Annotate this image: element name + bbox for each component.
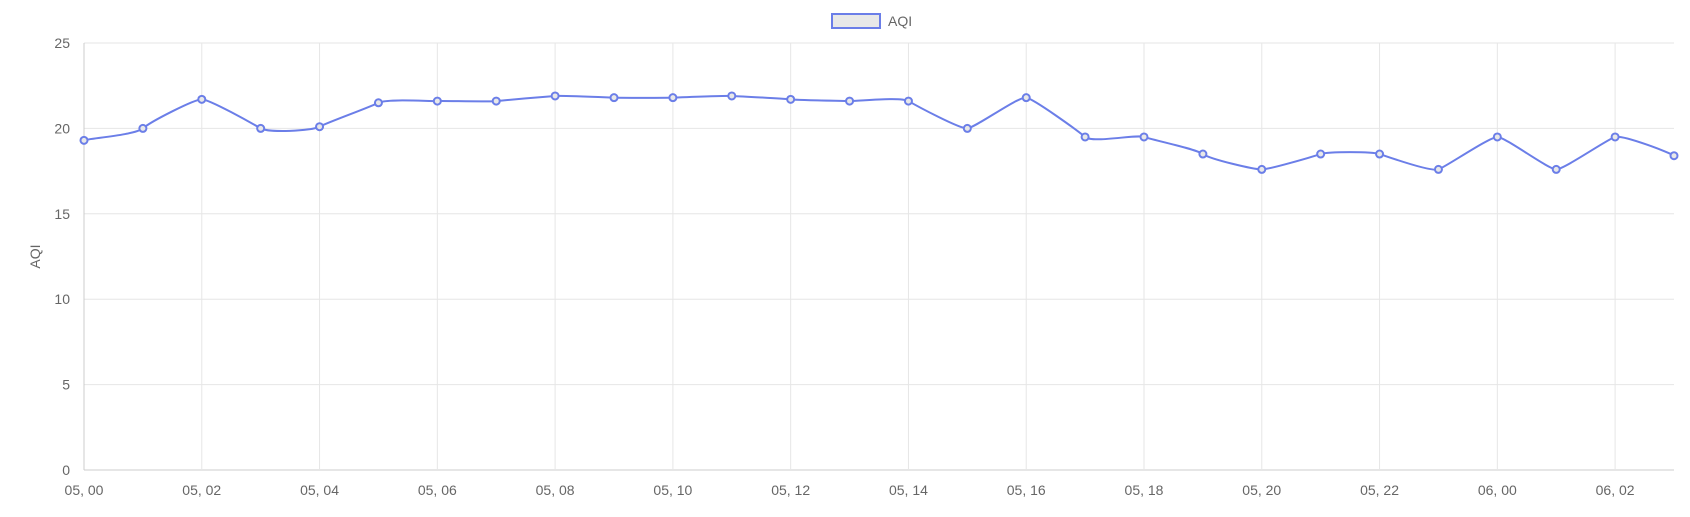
data-point bbox=[491, 96, 501, 106]
x-tick-label: 05, 06 bbox=[418, 482, 457, 498]
x-tick-label: 05, 20 bbox=[1242, 482, 1281, 498]
y-tick-label: 0 bbox=[62, 462, 70, 478]
legend-swatch-aqi[interactable] bbox=[831, 13, 881, 29]
data-point bbox=[1198, 149, 1208, 159]
x-tick-label: 05, 08 bbox=[536, 482, 575, 498]
series bbox=[79, 91, 1679, 174]
data-point bbox=[786, 94, 796, 104]
data-point bbox=[727, 91, 737, 101]
data-point bbox=[1669, 151, 1679, 161]
x-tick-label: 05, 16 bbox=[1007, 482, 1046, 498]
y-tick-label: 20 bbox=[54, 120, 70, 136]
x-tick-label: 05, 14 bbox=[889, 482, 928, 498]
x-tick-label: 05, 10 bbox=[653, 482, 692, 498]
y-tick-label: 25 bbox=[54, 35, 70, 51]
data-point bbox=[1433, 164, 1443, 174]
x-tick-label: 06, 02 bbox=[1596, 482, 1635, 498]
data-point bbox=[845, 96, 855, 106]
data-point bbox=[315, 122, 325, 132]
data-point bbox=[138, 123, 148, 133]
legend[interactable]: AQI bbox=[831, 13, 912, 29]
data-point bbox=[550, 91, 560, 101]
data-point bbox=[432, 96, 442, 106]
data-point bbox=[1316, 149, 1326, 159]
data-point bbox=[609, 93, 619, 103]
x-tick-label: 06, 00 bbox=[1478, 482, 1517, 498]
data-point bbox=[373, 98, 383, 108]
data-point bbox=[903, 96, 913, 106]
x-tick-label: 05, 18 bbox=[1125, 482, 1164, 498]
legend-label-aqi[interactable]: AQI bbox=[888, 13, 912, 29]
data-point bbox=[1080, 132, 1090, 142]
x-tick-label: 05, 00 bbox=[65, 482, 104, 498]
axes: 0 5 10 15 20 25 05, 00 05, 02 05, 04 05, 06 05, 08… bbox=[54, 35, 1634, 498]
data-point bbox=[1551, 164, 1561, 174]
data-point bbox=[256, 123, 266, 133]
y-axis-title: AQI bbox=[27, 244, 43, 268]
data-point bbox=[1021, 93, 1031, 103]
grid bbox=[83, 42, 1674, 471]
data-point bbox=[1492, 132, 1502, 142]
data-point bbox=[962, 123, 972, 133]
x-tick-label: 05, 22 bbox=[1360, 482, 1399, 498]
data-point bbox=[1139, 132, 1149, 142]
data-point bbox=[1610, 132, 1620, 142]
data-point bbox=[668, 93, 678, 103]
data-point bbox=[197, 94, 207, 104]
data-point bbox=[79, 135, 89, 145]
data-point bbox=[1375, 149, 1385, 159]
data-point bbox=[1257, 164, 1267, 174]
series-line-aqi bbox=[83, 94, 1675, 171]
x-tick-label: 05, 04 bbox=[300, 482, 339, 498]
x-tick-label: 05, 12 bbox=[771, 482, 810, 498]
y-tick-label: 15 bbox=[54, 206, 70, 222]
x-tick-label: 05, 02 bbox=[182, 482, 221, 498]
y-tick-label: 5 bbox=[62, 377, 70, 393]
y-tick-label: 10 bbox=[54, 291, 70, 307]
